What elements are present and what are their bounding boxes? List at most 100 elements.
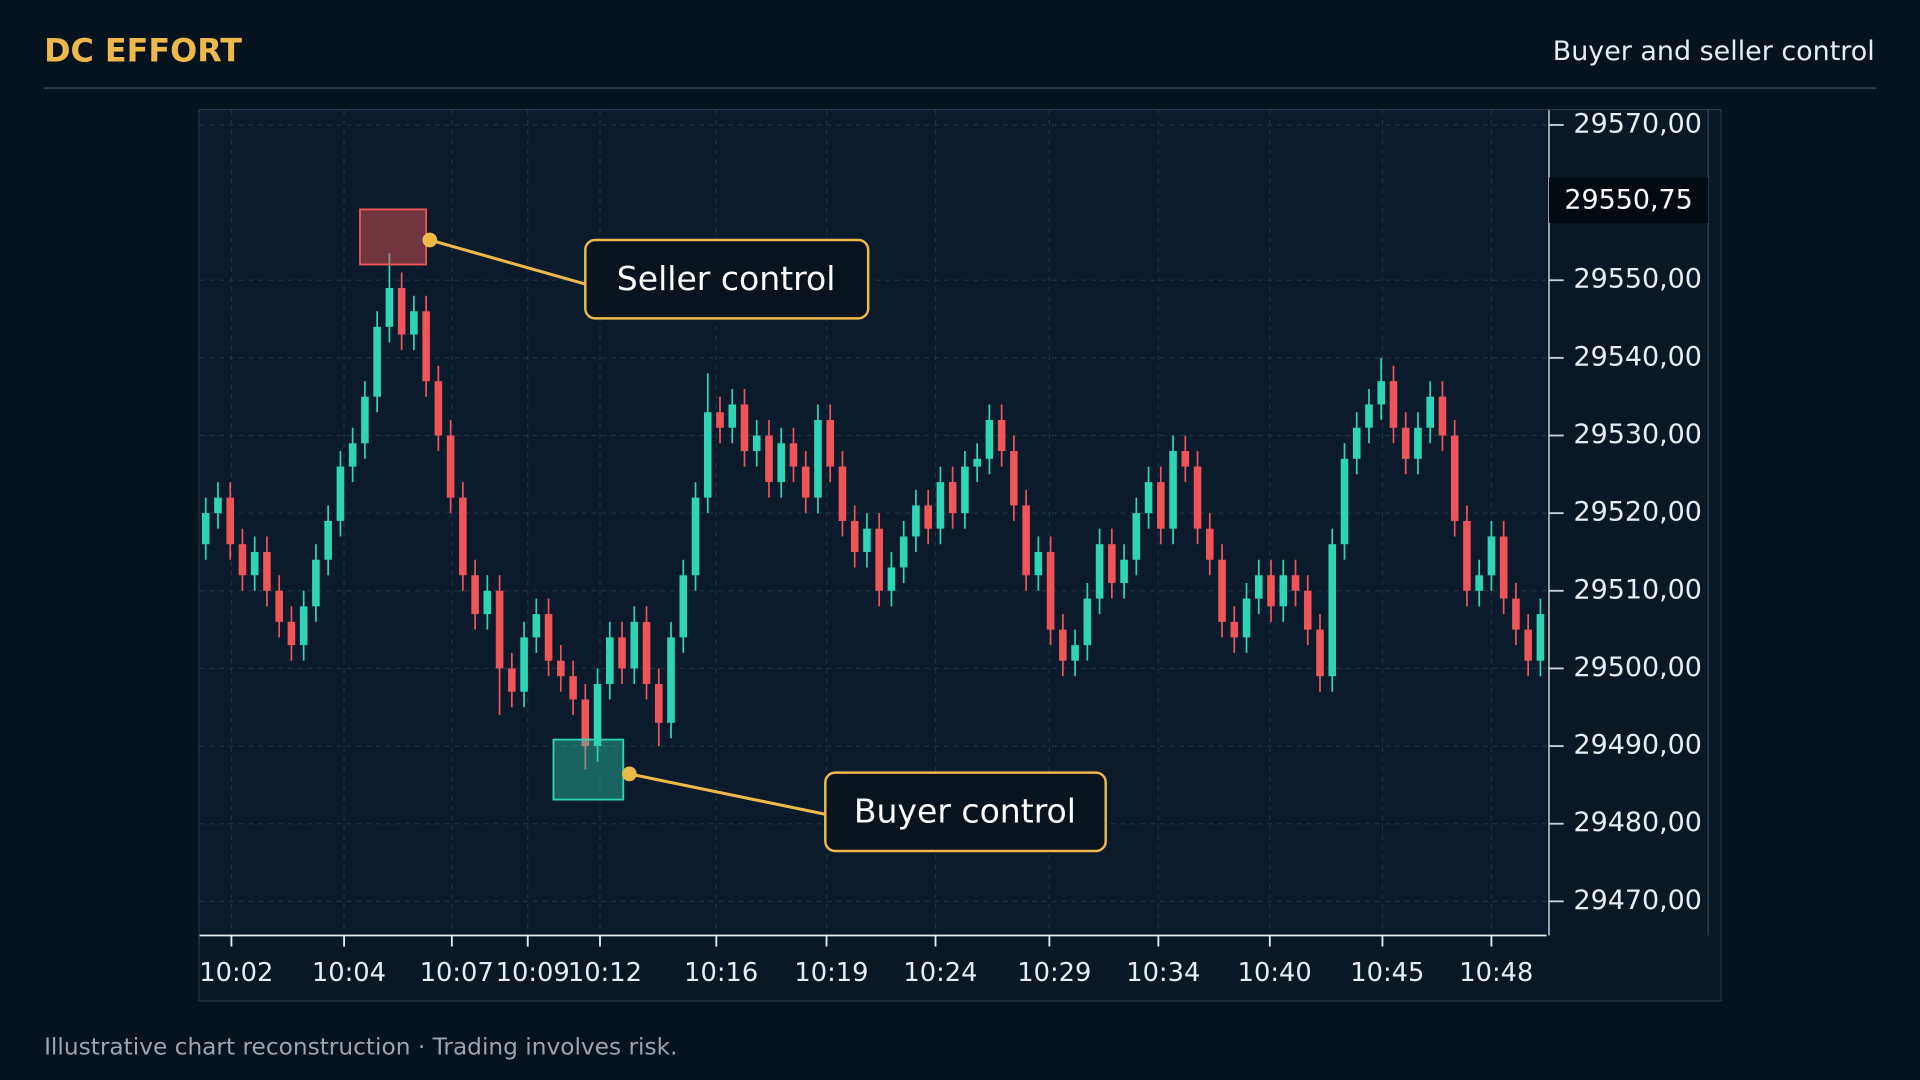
candle-body: [924, 505, 932, 529]
candle-body: [422, 311, 430, 382]
x-tick-label: 10:34: [1126, 958, 1200, 988]
candle-body: [1401, 427, 1410, 459]
candle-body: [544, 614, 553, 661]
candle-body: [728, 404, 737, 428]
candle-body: [630, 621, 639, 669]
candle-body: [985, 419, 994, 459]
candle-body: [348, 443, 357, 467]
candle-body: [1512, 598, 1520, 630]
candle-body: [667, 637, 675, 723]
candle-body: [801, 466, 810, 498]
candle-body: [740, 404, 749, 452]
x-tick-label: 10:07: [420, 958, 494, 988]
candle-body: [1426, 396, 1434, 428]
x-tick-label: 10:19: [794, 958, 868, 988]
candle-body: [263, 551, 271, 591]
candle-body: [520, 637, 528, 692]
candle-body: [238, 544, 247, 576]
x-tick-label: 10:04: [312, 958, 386, 988]
candle-body: [912, 505, 920, 537]
y-tick-label: 29500,00: [1573, 652, 1701, 683]
candle-body: [654, 683, 663, 723]
app-subtitle: Buyer and seller control: [1553, 36, 1875, 67]
connector-dot: [422, 232, 438, 248]
candle-body: [691, 497, 700, 576]
candle-body: [299, 606, 308, 646]
candle-body: [336, 466, 345, 521]
candle-body: [1218, 559, 1226, 622]
candle-body: [1230, 621, 1239, 638]
candle-body: [385, 287, 394, 327]
candle-body: [1438, 396, 1447, 436]
candle-body: [434, 381, 443, 436]
candle-body: [312, 559, 320, 607]
y-tick-label: 29540,00: [1573, 341, 1701, 372]
candle-body: [410, 311, 418, 335]
y-tick-label: 29530,00: [1573, 419, 1701, 450]
candle-body: [581, 699, 590, 747]
candle-body: [275, 590, 283, 622]
candle-body: [1193, 466, 1202, 529]
candle-body: [214, 497, 222, 514]
candle-body: [1365, 404, 1373, 428]
candle-body: [1450, 435, 1459, 521]
candle-body: [1475, 575, 1483, 591]
candle-body: [1463, 520, 1471, 591]
candle-body: [1291, 575, 1300, 591]
candle-body: [361, 396, 369, 444]
candle-body: [1034, 551, 1043, 576]
candle-body: [716, 412, 724, 428]
candle-body: [1010, 451, 1018, 506]
candle-body: [1389, 381, 1398, 428]
candle-body: [1536, 614, 1545, 661]
candle-body: [397, 287, 406, 335]
candle-body: [1377, 381, 1386, 405]
x-tick-label: 10:16: [684, 958, 758, 988]
candle-body: [557, 660, 565, 677]
candle-body: [777, 443, 786, 483]
candle-body: [997, 419, 1006, 452]
candle-body: [593, 683, 602, 747]
candle-body: [936, 482, 945, 529]
candle-body: [287, 621, 296, 646]
candle-body: [826, 419, 835, 467]
candle-body: [1144, 482, 1153, 514]
candle-body: [1499, 536, 1508, 599]
y-tick-label: 29520,00: [1573, 497, 1701, 528]
candle-body: [1352, 427, 1361, 459]
candle-body: [1181, 451, 1190, 467]
candle-body: [679, 575, 688, 638]
candle-body: [1083, 598, 1092, 646]
candle-body: [1279, 575, 1288, 607]
candle-body: [324, 520, 332, 560]
candle-body: [789, 443, 798, 467]
candle-body: [532, 614, 541, 638]
candle-body: [1303, 590, 1312, 630]
y-tick-label: 29550,00: [1573, 264, 1701, 295]
candle-body: [961, 466, 969, 514]
candle-body: [1132, 513, 1141, 560]
y-tick-label: 29490,00: [1573, 730, 1701, 761]
candle-body: [814, 419, 822, 498]
candle-body: [1022, 505, 1030, 576]
candle-body: [899, 536, 908, 568]
annotation-box: [824, 771, 1107, 853]
candle-body: [1169, 451, 1177, 529]
candle-body: [495, 590, 504, 669]
annotation-box: [584, 238, 870, 320]
candle-body: [508, 668, 516, 692]
candle-body: [201, 513, 210, 545]
candle-body: [1095, 544, 1104, 599]
candle-body: [973, 458, 981, 467]
candle-body: [1487, 536, 1496, 576]
candle-body: [765, 435, 773, 483]
candle-body: [1328, 544, 1337, 677]
candle-body: [1414, 427, 1422, 459]
candle-body: [642, 621, 651, 684]
y-tick-label: 29510,00: [1573, 574, 1701, 605]
candle-body: [875, 528, 883, 591]
candle-body: [471, 575, 479, 615]
candle-body: [1340, 458, 1349, 545]
